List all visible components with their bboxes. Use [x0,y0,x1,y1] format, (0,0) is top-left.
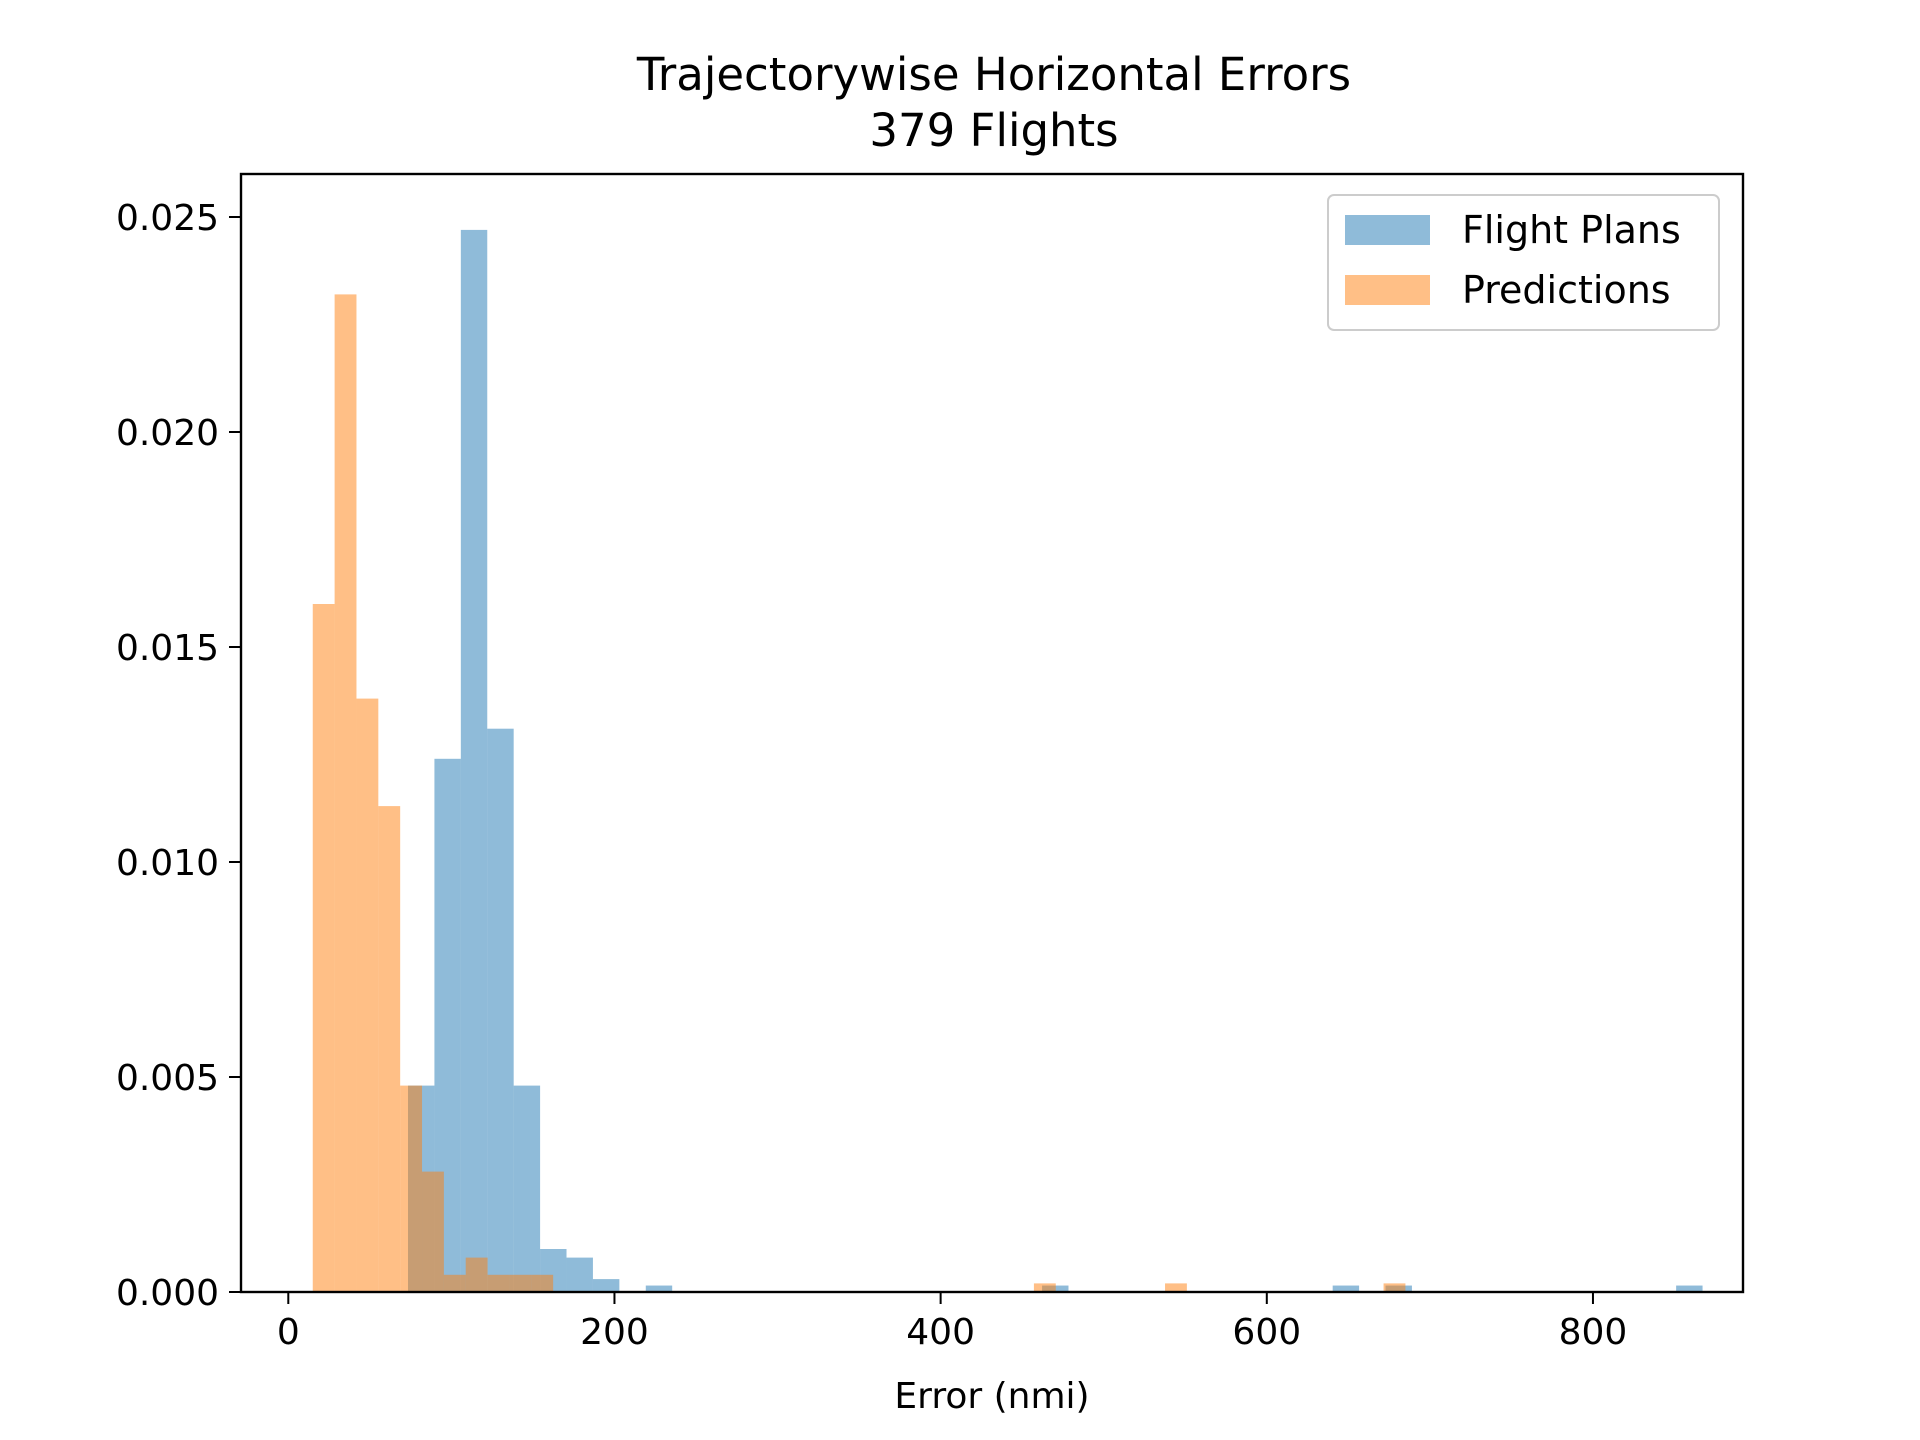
y-tick-label-4: 0.020 [116,413,219,454]
bar-flight-plans-3 [487,728,514,1292]
legend-swatch-predictions [1345,275,1430,305]
bar-flight-plans-12 [1676,1285,1703,1292]
chart-subtitle: 379 Flights [869,104,1118,157]
bar-predictions-3 [378,806,401,1292]
bars-layer [312,229,1703,1292]
x-axis-label: Error (nmi) [894,1376,1089,1417]
bar-predictions-6 [443,1274,466,1292]
bar-predictions-10 [531,1274,554,1292]
x-axis: 0 200 400 600 800 [277,1292,1627,1353]
y-tick-label-0: 0.000 [116,1273,219,1314]
bar-flight-plans-2 [460,229,488,1292]
plot-area [239,172,1745,1294]
bar-predictions-1 [334,294,357,1292]
x-tick-label-2: 400 [906,1312,975,1353]
bar-flight-plans-4 [513,1085,541,1292]
bar-flight-plans-10 [1332,1285,1360,1292]
bar-predictions-12 [1165,1283,1187,1292]
y-tick-label-3: 0.015 [116,628,219,669]
bar-flight-plans-6 [566,1257,593,1292]
y-axis: 0.000 0.005 0.010 0.015 0.020 0.025 [116,198,241,1314]
legend-label-predictions: Predictions [1462,268,1671,312]
bar-predictions-4 [400,1085,423,1292]
bar-flight-plans-8 [645,1285,673,1292]
x-tick-label-1: 200 [580,1312,649,1353]
bar-predictions-2 [356,698,379,1292]
bar-predictions-0 [312,604,335,1292]
legend-label-flight-plans: Flight Plans [1462,208,1681,252]
chart-title: Trajectorywise Horizontal Errors [636,48,1351,101]
bar-predictions-13 [1383,1283,1406,1292]
x-tick-label-3: 600 [1232,1312,1301,1353]
y-tick-label-5: 0.025 [116,198,219,239]
legend: Flight Plans Predictions [1327,194,1720,331]
y-tick-label-1: 0.005 [116,1058,219,1099]
bar-flight-plans-7 [592,1279,620,1292]
bar-predictions-9 [509,1274,532,1292]
legend-swatch-flight-plans [1345,215,1430,245]
x-tick-label-4: 800 [1559,1312,1628,1353]
bar-predictions-8 [487,1274,510,1292]
bar-predictions-11 [1033,1283,1056,1292]
plot-frame [239,172,1745,1294]
bar-predictions-7 [465,1257,488,1292]
x-tick-label-0: 0 [277,1312,300,1353]
bar-predictions-5 [422,1171,444,1292]
y-tick-label-2: 0.010 [116,843,219,884]
